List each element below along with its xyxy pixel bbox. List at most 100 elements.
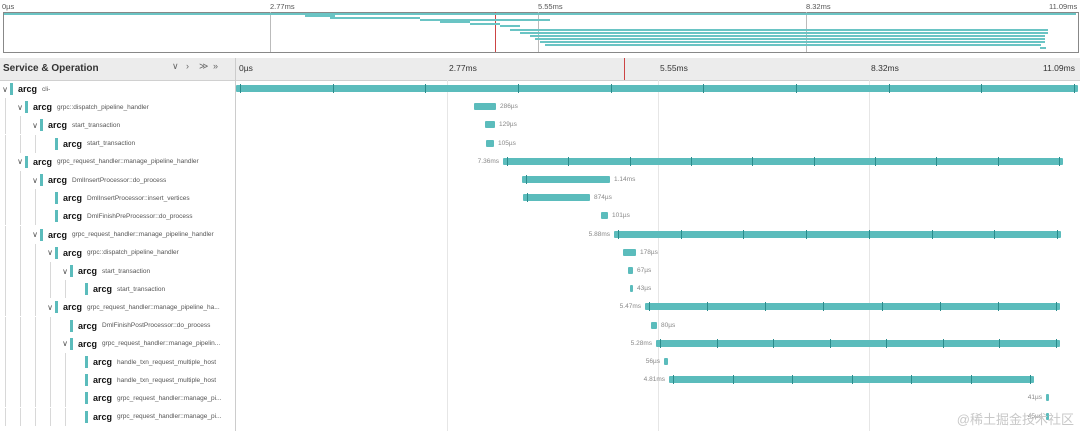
chevron-down-icon[interactable]: ∨ bbox=[62, 266, 68, 276]
log-tick-mark[interactable] bbox=[743, 229, 745, 239]
log-tick-mark[interactable] bbox=[629, 156, 631, 166]
span-row[interactable]: ∨ arcg grpc_request_handler::manage_pipeli… bbox=[0, 298, 1080, 317]
log-tick-mark[interactable] bbox=[981, 84, 983, 93]
log-tick-mark[interactable] bbox=[936, 156, 938, 166]
log-tick-mark[interactable] bbox=[829, 338, 831, 348]
log-tick-mark[interactable] bbox=[425, 84, 427, 93]
chevron-down-icon[interactable]: ∨ bbox=[32, 175, 38, 185]
span-name-cell[interactable]: arcg DmlFinishPostProcessor::do_process bbox=[60, 317, 234, 335]
span-bar[interactable] bbox=[503, 157, 1063, 165]
log-tick-mark[interactable] bbox=[610, 84, 612, 93]
log-tick-mark[interactable] bbox=[970, 375, 972, 385]
chevron-down-icon[interactable]: ∨ bbox=[47, 248, 53, 258]
log-tick-mark[interactable] bbox=[1057, 229, 1058, 239]
span-name-cell[interactable]: arcg grpc_request_handler::manage_pi... bbox=[75, 389, 234, 407]
collapse-one-button[interactable]: ∨ bbox=[172, 61, 179, 71]
log-tick-mark[interactable] bbox=[796, 84, 797, 93]
log-tick-mark[interactable] bbox=[1056, 338, 1057, 348]
log-tick-mark[interactable] bbox=[931, 229, 933, 239]
minimap-cursor-marker[interactable] bbox=[495, 12, 496, 52]
chevron-down-icon[interactable]: ∨ bbox=[17, 157, 23, 167]
span-name-cell[interactable]: arcg start_transaction bbox=[75, 280, 234, 298]
span-name-cell[interactable]: ∨ arcg grpc_request_handler::manage_pipeli… bbox=[45, 298, 234, 316]
log-tick-mark[interactable] bbox=[507, 156, 508, 166]
span-name-cell[interactable]: arcg handle_txn_request_multiple_host bbox=[75, 371, 234, 389]
log-tick-mark[interactable] bbox=[939, 302, 941, 312]
collapse-all-button[interactable]: ≫ bbox=[199, 61, 209, 71]
log-tick-mark[interactable] bbox=[813, 156, 815, 166]
log-tick-mark[interactable] bbox=[703, 84, 705, 93]
log-tick-mark[interactable] bbox=[673, 375, 674, 385]
log-tick-mark[interactable] bbox=[660, 338, 661, 348]
span-row[interactable]: ∨ arcg grpc_request_handler::manage_pipeli… bbox=[0, 334, 1080, 353]
span-row[interactable]: arcg start_transaction 43µs bbox=[0, 280, 1080, 299]
log-tick-mark[interactable] bbox=[888, 84, 890, 93]
log-tick-mark[interactable] bbox=[716, 338, 718, 348]
log-tick-mark[interactable] bbox=[851, 375, 853, 385]
log-tick-mark[interactable] bbox=[875, 156, 876, 166]
log-tick-mark[interactable] bbox=[732, 375, 734, 385]
log-tick-mark[interactable] bbox=[994, 229, 996, 239]
span-row[interactable]: arcg grpc_request_handler::manage_pi... 45… bbox=[0, 407, 1080, 426]
log-tick-mark[interactable] bbox=[997, 156, 999, 166]
span-name-cell[interactable]: arcg handle_txn_request_multiple_host bbox=[75, 353, 234, 371]
span-row[interactable]: arcg DmlInsertProcessor::insert_vertices 8… bbox=[0, 189, 1080, 208]
span-row[interactable]: arcg grpc_request_handler::manage_pi... 41… bbox=[0, 389, 1080, 408]
log-tick-mark[interactable] bbox=[518, 84, 519, 93]
chevron-down-icon[interactable]: ∨ bbox=[62, 339, 68, 349]
log-tick-mark[interactable] bbox=[1056, 302, 1057, 312]
span-name-cell[interactable]: arcg DmlInsertProcessor::insert_vertices bbox=[45, 189, 234, 207]
span-bar[interactable] bbox=[486, 139, 494, 147]
log-tick-mark[interactable] bbox=[765, 302, 767, 312]
span-bar[interactable] bbox=[1046, 412, 1049, 420]
log-tick-mark[interactable] bbox=[942, 338, 944, 348]
span-bar[interactable] bbox=[485, 121, 495, 129]
log-tick-mark[interactable] bbox=[649, 302, 650, 312]
span-name-cell[interactable]: arcg DmlFinishPreProcessor::do_process bbox=[45, 207, 234, 225]
span-bar[interactable] bbox=[601, 212, 608, 220]
log-tick-mark[interactable] bbox=[806, 229, 808, 239]
span-name-cell[interactable]: ∨ arcg cli- bbox=[0, 80, 234, 98]
span-row[interactable]: arcg handle_txn_request_multiple_host 56µs bbox=[0, 353, 1080, 371]
span-bar[interactable] bbox=[664, 358, 668, 365]
span-name-cell[interactable]: ∨ arcg start_transaction bbox=[30, 116, 234, 134]
span-bar[interactable] bbox=[474, 103, 496, 111]
expand-all-button[interactable]: » bbox=[213, 61, 219, 71]
log-tick-mark[interactable] bbox=[618, 229, 619, 239]
span-row[interactable]: arcg DmlFinishPreProcessor::do_process 101… bbox=[0, 207, 1080, 226]
chevron-down-icon[interactable]: ∨ bbox=[32, 120, 38, 130]
trace-minimap[interactable]: 0µs 2.77ms 5.55ms 8.32ms 11.09ms bbox=[0, 0, 1080, 59]
expand-one-button[interactable]: › bbox=[186, 61, 189, 71]
span-row[interactable]: arcg start_transaction 105µs bbox=[0, 134, 1080, 153]
time-cursor-marker[interactable] bbox=[624, 58, 625, 80]
span-name-cell[interactable]: arcg grpc_request_handler::manage_pi... bbox=[75, 408, 234, 426]
span-bar[interactable] bbox=[645, 303, 1060, 311]
log-tick-mark[interactable] bbox=[868, 229, 870, 239]
span-name-cell[interactable]: ∨ arcg start_transaction bbox=[60, 262, 234, 280]
log-tick-mark[interactable] bbox=[680, 229, 682, 239]
log-tick-mark[interactable] bbox=[691, 156, 692, 166]
span-bar[interactable] bbox=[236, 85, 1078, 92]
chevron-down-icon[interactable]: ∨ bbox=[32, 230, 38, 240]
log-tick-mark[interactable] bbox=[999, 338, 1001, 348]
log-tick-mark[interactable] bbox=[773, 338, 775, 348]
span-bar[interactable] bbox=[651, 321, 657, 329]
span-row[interactable]: ∨ arcg grpc::dispatch_pipeline_handler 178µ… bbox=[0, 243, 1080, 262]
column-divider[interactable] bbox=[235, 58, 236, 431]
span-name-cell[interactable]: ∨ arcg grpc::dispatch_pipeline_handler bbox=[45, 244, 234, 262]
span-row[interactable]: ∨ arcg DmlInsertProcessor::do_process 1.14m… bbox=[0, 171, 1080, 189]
log-tick-mark[interactable] bbox=[707, 302, 709, 312]
span-name-cell[interactable]: arcg start_transaction bbox=[45, 135, 234, 153]
span-name-cell[interactable]: ∨ arcg DmlInsertProcessor::do_process bbox=[30, 171, 234, 189]
log-tick-mark[interactable] bbox=[526, 175, 527, 184]
log-tick-mark[interactable] bbox=[527, 193, 528, 203]
span-bar[interactable] bbox=[656, 339, 1060, 347]
span-row[interactable]: arcg DmlFinishPostProcessor::do_process 80… bbox=[0, 316, 1080, 335]
log-tick-mark[interactable] bbox=[568, 156, 570, 166]
span-name-cell[interactable]: ∨ arcg grpc::dispatch_pipeline_handler bbox=[15, 98, 234, 116]
log-tick-mark[interactable] bbox=[911, 375, 912, 385]
log-tick-mark[interactable] bbox=[1059, 156, 1060, 166]
log-tick-mark[interactable] bbox=[792, 375, 793, 385]
span-name-cell[interactable]: ∨ arcg grpc_request_handler::manage_pipeli… bbox=[60, 335, 234, 353]
chevron-down-icon[interactable]: ∨ bbox=[2, 84, 8, 94]
